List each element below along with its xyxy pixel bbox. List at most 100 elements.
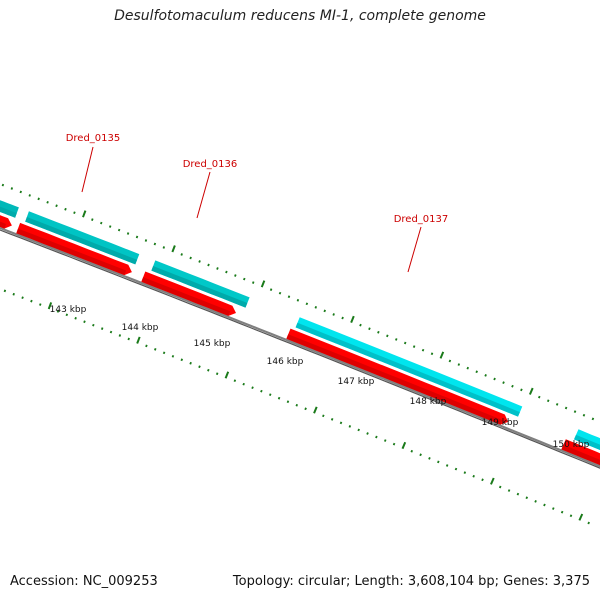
minor-tick: [92, 323, 95, 327]
gene-label-layer: Dred_0135 Dred_0136 Dred_0137: [66, 133, 449, 273]
ruler-label: 144 kbp: [122, 323, 159, 333]
minor-tick: [569, 514, 573, 518]
minor-tick: [46, 200, 49, 204]
minor-tick: [100, 221, 103, 225]
gene-leader-line: [407, 226, 422, 273]
cds-arrow-shade: [286, 334, 503, 425]
feature-bar-shade: [295, 322, 520, 417]
minor-tick: [73, 211, 76, 215]
minor-tick: [305, 302, 309, 306]
minor-tick: [332, 313, 335, 316]
minor-tick: [144, 239, 148, 242]
minor-tick: [127, 337, 130, 341]
feature-bar-shade: [574, 434, 600, 450]
minor-tick: [296, 298, 300, 302]
minor-tick: [100, 327, 104, 330]
minor-tick: [322, 414, 325, 418]
major-tick: [350, 315, 355, 323]
minor-tick: [153, 242, 157, 246]
ruler-label-layer: 143 kbp 144 kbp 145 kbp 146 kbp 147 kbp 148 k…: [50, 305, 590, 450]
minor-tick: [21, 296, 24, 300]
minor-tick: [65, 313, 69, 317]
gene-leader-line: [196, 171, 211, 219]
minor-tick: [225, 270, 228, 274]
minor-tick: [207, 263, 210, 267]
minor-tick: [180, 358, 184, 362]
gene-leader-line: [81, 146, 94, 193]
minor-tick: [304, 407, 307, 411]
minor-tick: [64, 207, 67, 211]
minor-tick: [30, 299, 33, 303]
minor-tick: [154, 348, 157, 351]
minor-tick: [428, 456, 431, 460]
minor-tick: [207, 368, 210, 372]
minor-tick: [251, 281, 255, 284]
minor-tick: [341, 316, 344, 320]
minor-tick: [83, 320, 86, 324]
minor-tick: [591, 417, 595, 421]
minor-tick: [430, 352, 434, 356]
ruler-label: 150 kbp: [553, 440, 590, 450]
major-tick: [490, 477, 495, 485]
minor-tick: [215, 372, 219, 376]
major-tick: [136, 336, 141, 344]
minor-tick: [145, 344, 148, 348]
minor-tick: [392, 442, 396, 446]
minor-tick: [348, 425, 352, 428]
minor-tick: [3, 289, 7, 293]
major-tick: [401, 441, 407, 450]
minor-tick: [445, 464, 449, 467]
feature-bar-shade: [0, 206, 17, 218]
major-tick: [224, 371, 230, 379]
major-tick: [313, 406, 318, 414]
backbone-layer: [0, 226, 600, 469]
inner-tick-track: [3, 289, 590, 525]
minor-tick: [457, 363, 461, 366]
minor-tick: [233, 379, 237, 383]
minor-tick: [412, 345, 416, 348]
feature-bar-shade: [25, 217, 138, 265]
minor-tick: [234, 274, 237, 277]
minor-tick: [507, 489, 511, 492]
minor-tick: [198, 260, 201, 263]
minor-tick: [278, 291, 282, 295]
minor-tick: [484, 374, 487, 377]
gene-label: Dred_0135: [66, 133, 121, 144]
minor-tick: [162, 351, 166, 355]
minor-tick: [543, 503, 546, 507]
minor-tick: [251, 386, 254, 390]
major-tick: [260, 280, 266, 288]
minor-tick: [323, 309, 326, 313]
topology-summary: Topology: circular; Length: 3,608,104 bp…: [232, 574, 590, 589]
gene-label: Dred_0137: [394, 214, 449, 225]
minor-tick: [135, 235, 139, 239]
minor-tick: [493, 377, 496, 381]
minor-tick: [383, 439, 387, 442]
minor-tick: [502, 381, 505, 384]
minor-tick: [117, 228, 121, 232]
minor-tick: [339, 421, 343, 425]
minor-tick: [171, 354, 175, 358]
minor-tick: [368, 327, 371, 331]
major-tick: [82, 210, 87, 218]
minor-tick: [1, 183, 5, 187]
minor-tick: [216, 267, 219, 270]
minor-tick: [454, 467, 458, 471]
minor-tick: [12, 292, 15, 296]
minor-tick: [118, 334, 122, 337]
cds-arrow-shade: [561, 444, 600, 466]
minor-tick: [472, 474, 475, 478]
ruler-label: 146 kbp: [267, 357, 304, 367]
minor-tick: [198, 365, 201, 369]
ruler-label: 143 kbp: [50, 305, 87, 315]
minor-tick: [555, 402, 559, 406]
minor-tick: [162, 246, 166, 249]
minor-tick: [295, 403, 299, 407]
major-tick: [171, 245, 176, 253]
minor-tick: [359, 323, 362, 327]
minor-tick: [277, 396, 281, 400]
accession-text: Accession: NC_009253: [10, 574, 158, 589]
minor-tick: [55, 204, 58, 208]
gene-label: Dred_0136: [183, 159, 238, 170]
